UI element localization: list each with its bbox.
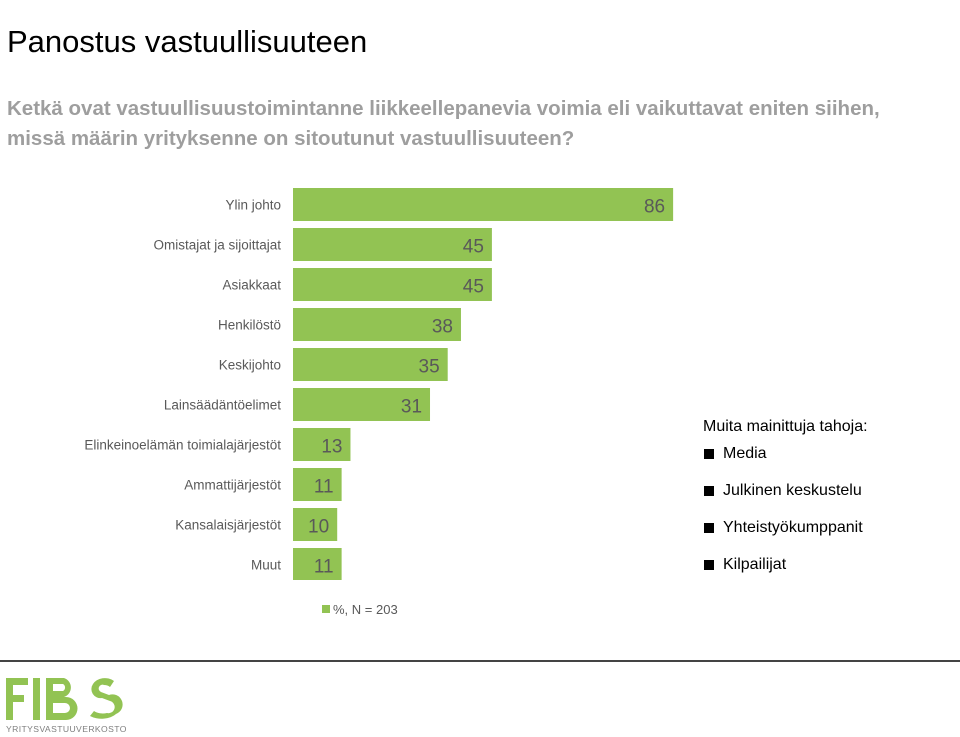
logo-tagline: YRITYSVASTUUVERKOSTO [6,724,127,734]
bar [293,348,448,381]
list-item-label: Media [723,445,767,462]
category-label: Elinkeinoelämän toimialajärjestöt [84,438,281,453]
legend-swatch [322,605,330,613]
page-title: Panostus vastuullisuuteen [7,24,368,59]
chart-legend: %, N = 203 [322,602,398,617]
value-label: 86 [644,197,665,218]
list-item-label: Julkinen keskustelu [723,482,862,499]
bar [293,228,492,261]
bar [293,308,461,341]
category-label: Muut [251,558,281,573]
category-label: Ammattijärjestöt [184,478,281,493]
value-label: 31 [401,397,422,418]
other-stakeholders-heading: Muita mainittuja tahoja: [703,418,868,435]
value-label: 45 [463,237,484,258]
category-label: Ylin johto [225,198,281,213]
list-item: Media [703,444,943,481]
legend-label: %, N = 203 [333,602,398,617]
bar [293,188,674,221]
value-label: 11 [314,477,334,498]
category-label: Lainsäädäntöelimet [164,398,281,413]
square-bullet-icon [704,523,714,533]
question-subtitle: Ketkä ovat vastuullisuustoimintanne liik… [7,97,880,150]
fibs-logo: YRITYSVASTUUVERKOSTO [6,678,127,734]
list-item-label: Kilpailijat [723,556,787,573]
footer-divider [0,660,960,662]
category-label: Henkilöstö [218,318,281,333]
value-label: 45 [463,277,484,298]
bar [293,508,338,541]
square-bullet-icon [704,560,714,570]
category-label: Omistajat ja sijoittajat [153,238,281,253]
bar [293,268,492,301]
list-item: Kilpailijat [703,555,943,592]
value-label: 10 [308,517,329,538]
value-label: 13 [321,437,342,458]
bar [293,468,342,501]
square-bullet-icon [704,486,714,496]
list-item-label: Yhteistyökumppanit [723,519,863,536]
bar-chart: Ylin johto 86 Omistajat ja sijoittajat 45 As… [84,188,674,580]
value-label: 35 [419,357,440,378]
square-bullet-icon [704,449,714,459]
list-item: Julkinen keskustelu [703,481,943,518]
bar [293,388,431,421]
value-label: 11 [314,557,334,578]
category-label: Kansalaisjärjestöt [175,518,281,533]
list-item: Yhteistyökumppanit [703,518,943,555]
other-stakeholders-list: Muita mainittuja tahoja: Media Julkinen … [703,418,943,592]
category-label: Keskijohto [219,358,281,373]
category-label: Asiakkaat [222,278,281,293]
bar [293,428,351,461]
bar [293,548,342,580]
value-label: 38 [432,317,453,338]
